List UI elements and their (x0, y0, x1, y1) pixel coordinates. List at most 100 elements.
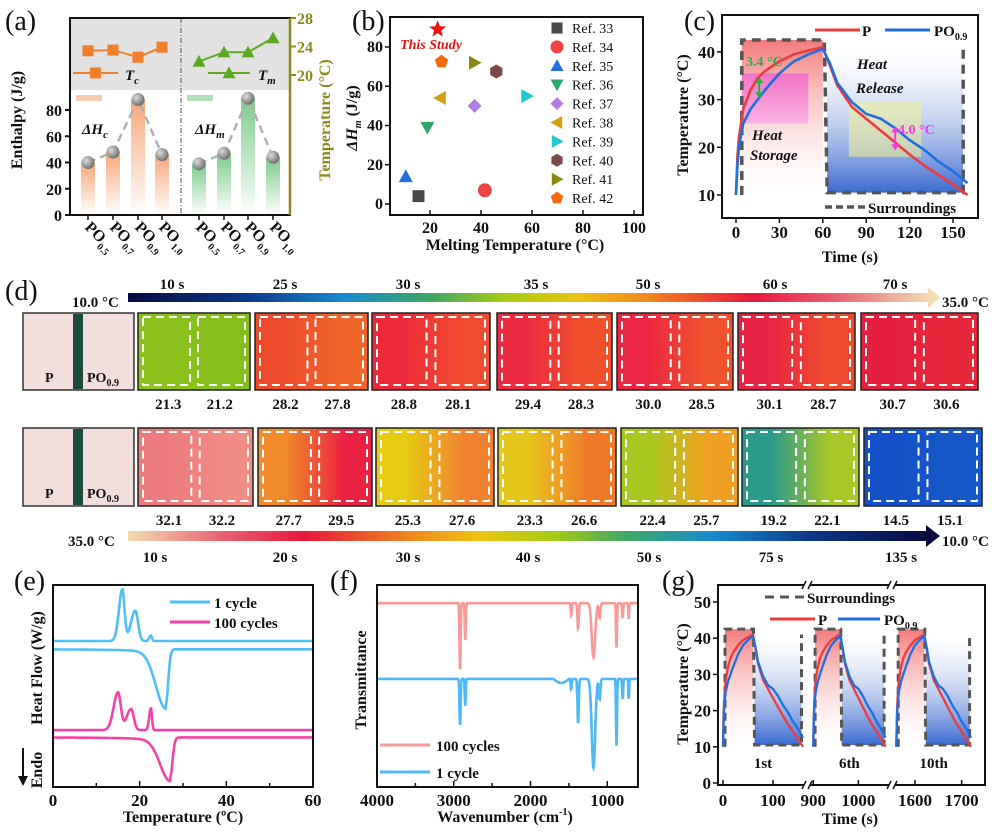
y-tick-label: 40 (46, 156, 62, 173)
time-label: 20 s (273, 550, 298, 566)
panel-g-chart: 1st 0 100 6th 900 1000 10th 1600 1700 0 10 20 30 40 50… (675, 580, 986, 828)
surroundings-line (813, 627, 886, 747)
axis-break-icon (801, 780, 807, 790)
x-tick-label: 90 (858, 223, 875, 242)
roi-box-po09 (922, 316, 974, 386)
temperature-marker (82, 45, 94, 57)
x-axis-label: Time (s) (822, 811, 878, 828)
photo-tile: P PO0.9 (22, 312, 135, 391)
roi-box-p (742, 316, 794, 386)
legend-label: Ref. 41 (572, 173, 613, 188)
legend-label: Ref. 37 (572, 98, 613, 113)
y-tick-label: 30 (698, 91, 715, 110)
y-tick-label: 40 (367, 118, 383, 135)
temperature-value-p: 30.0 (635, 397, 661, 413)
surroundings-line (723, 627, 803, 747)
roi-box-p (142, 431, 193, 502)
this-study-star (429, 20, 447, 37)
data-point-ref-40 (490, 64, 503, 79)
category-base: PO (266, 219, 294, 247)
photo-label-p: P (45, 371, 54, 386)
x-tick-label: 30 (771, 223, 788, 242)
legend-surroundings: Surroundings (807, 591, 895, 607)
legend-bar-swatch (76, 95, 102, 101)
data-point-ref-39 (521, 89, 534, 104)
y-axis-label: Transmittance (353, 630, 370, 729)
temperature-value-p: 28.8 (391, 397, 417, 413)
category-base: PO (241, 219, 269, 247)
surroundings-line (896, 627, 972, 747)
photo-label-po09: PO0.9 (87, 487, 119, 505)
thermal-frame: 30.1 28.7 (737, 312, 856, 413)
cycle-label: 1st (754, 756, 772, 772)
x-tick-label: 20 (422, 220, 438, 237)
x-tick-label: 20 (131, 791, 148, 810)
plot-frame (376, 584, 639, 788)
this-study-label: This Study (400, 38, 463, 53)
x-tick-label: 1000 (841, 791, 875, 810)
x-tick-label: 1600 (898, 791, 932, 810)
cycle-label: 10th (919, 756, 948, 772)
axis-break-icon (892, 580, 898, 590)
thermal-frame: 14.5 15.1 (863, 427, 983, 529)
heat-storage-region (815, 629, 841, 747)
axis-break-icon (801, 580, 807, 590)
legend-marker (550, 191, 564, 204)
legend-marker (222, 66, 236, 79)
label-base: PO (87, 371, 107, 386)
heating-colorbar-arrowhead (928, 287, 940, 308)
x-tick-label: 40 (218, 791, 235, 810)
thermal-frame: 28.8 28.1 (371, 312, 491, 413)
axis-break-gap (804, 581, 810, 589)
y-tick-label: 80 (367, 39, 383, 56)
enthalpy-point (155, 148, 169, 162)
roi-box-po09 (560, 431, 613, 502)
heating-scale-max: 35.0 °C (942, 295, 989, 311)
roi-box-po09 (196, 316, 247, 386)
temperature-value-p: 32.1 (156, 513, 182, 529)
heat-release-region (841, 634, 885, 745)
x-axis-label: Melting Temperature (°C) (426, 237, 605, 254)
x-tick-label: 120 (897, 223, 923, 242)
legend-P: P (862, 24, 871, 40)
temperature-value-p: 27.7 (276, 513, 303, 529)
ruler-stripe (73, 314, 83, 389)
panel-label-c: (c) (684, 6, 715, 37)
category-base: PO (106, 219, 134, 247)
legend-surroundings: Surroundings (868, 201, 956, 217)
category-base: PO (217, 219, 245, 247)
legend-PO09: PO0.9 (884, 613, 917, 632)
thermal-frame: 25.3 27.6 (375, 427, 495, 529)
y-tick-label: 50 (694, 593, 711, 612)
temperature-marker (132, 51, 144, 63)
roi-box-p (501, 316, 552, 386)
legend-100-cycles: 100 cycles (436, 739, 500, 755)
temperature-value-po09: 25.7 (693, 513, 720, 529)
y-axis-label: Temperature (°C) (675, 54, 692, 175)
category-base: PO (131, 219, 159, 247)
data-point-ref-34 (477, 183, 492, 198)
thermal-frame: 32.1 32.2 (137, 427, 254, 529)
legend-dHc: ΔHc (81, 122, 108, 141)
y-tick-label: 20 (367, 157, 383, 174)
po09-curve (895, 633, 973, 747)
x-tick-label: 60 (305, 791, 322, 810)
thermal-frame: 21.3 21.2 (137, 312, 251, 413)
time-label: 30 s (396, 550, 421, 566)
y-axis-label: ΔHm (J/g) (344, 85, 364, 151)
axis-break-gap (889, 581, 895, 589)
x-tick-label: 1000 (590, 791, 624, 810)
time-label: 25 s (273, 277, 298, 293)
thermal-image (257, 427, 373, 507)
bar (266, 157, 280, 215)
legend-marker (551, 153, 563, 167)
axis-break-gap (889, 781, 895, 789)
y-tick-label: 40 (694, 629, 711, 648)
roi-box-p (380, 431, 432, 502)
panel-c-chart: 0 30 60 90 120 150 10 20 30 40 Temperature (°C) T… (675, 14, 979, 266)
heating-curve (53, 736, 313, 783)
temperature-value-p: 14.5 (883, 513, 909, 529)
roi-box-po09 (557, 316, 609, 386)
cooling-curve (53, 587, 313, 643)
cooling-scale-min: 10.0 °C (942, 534, 989, 550)
